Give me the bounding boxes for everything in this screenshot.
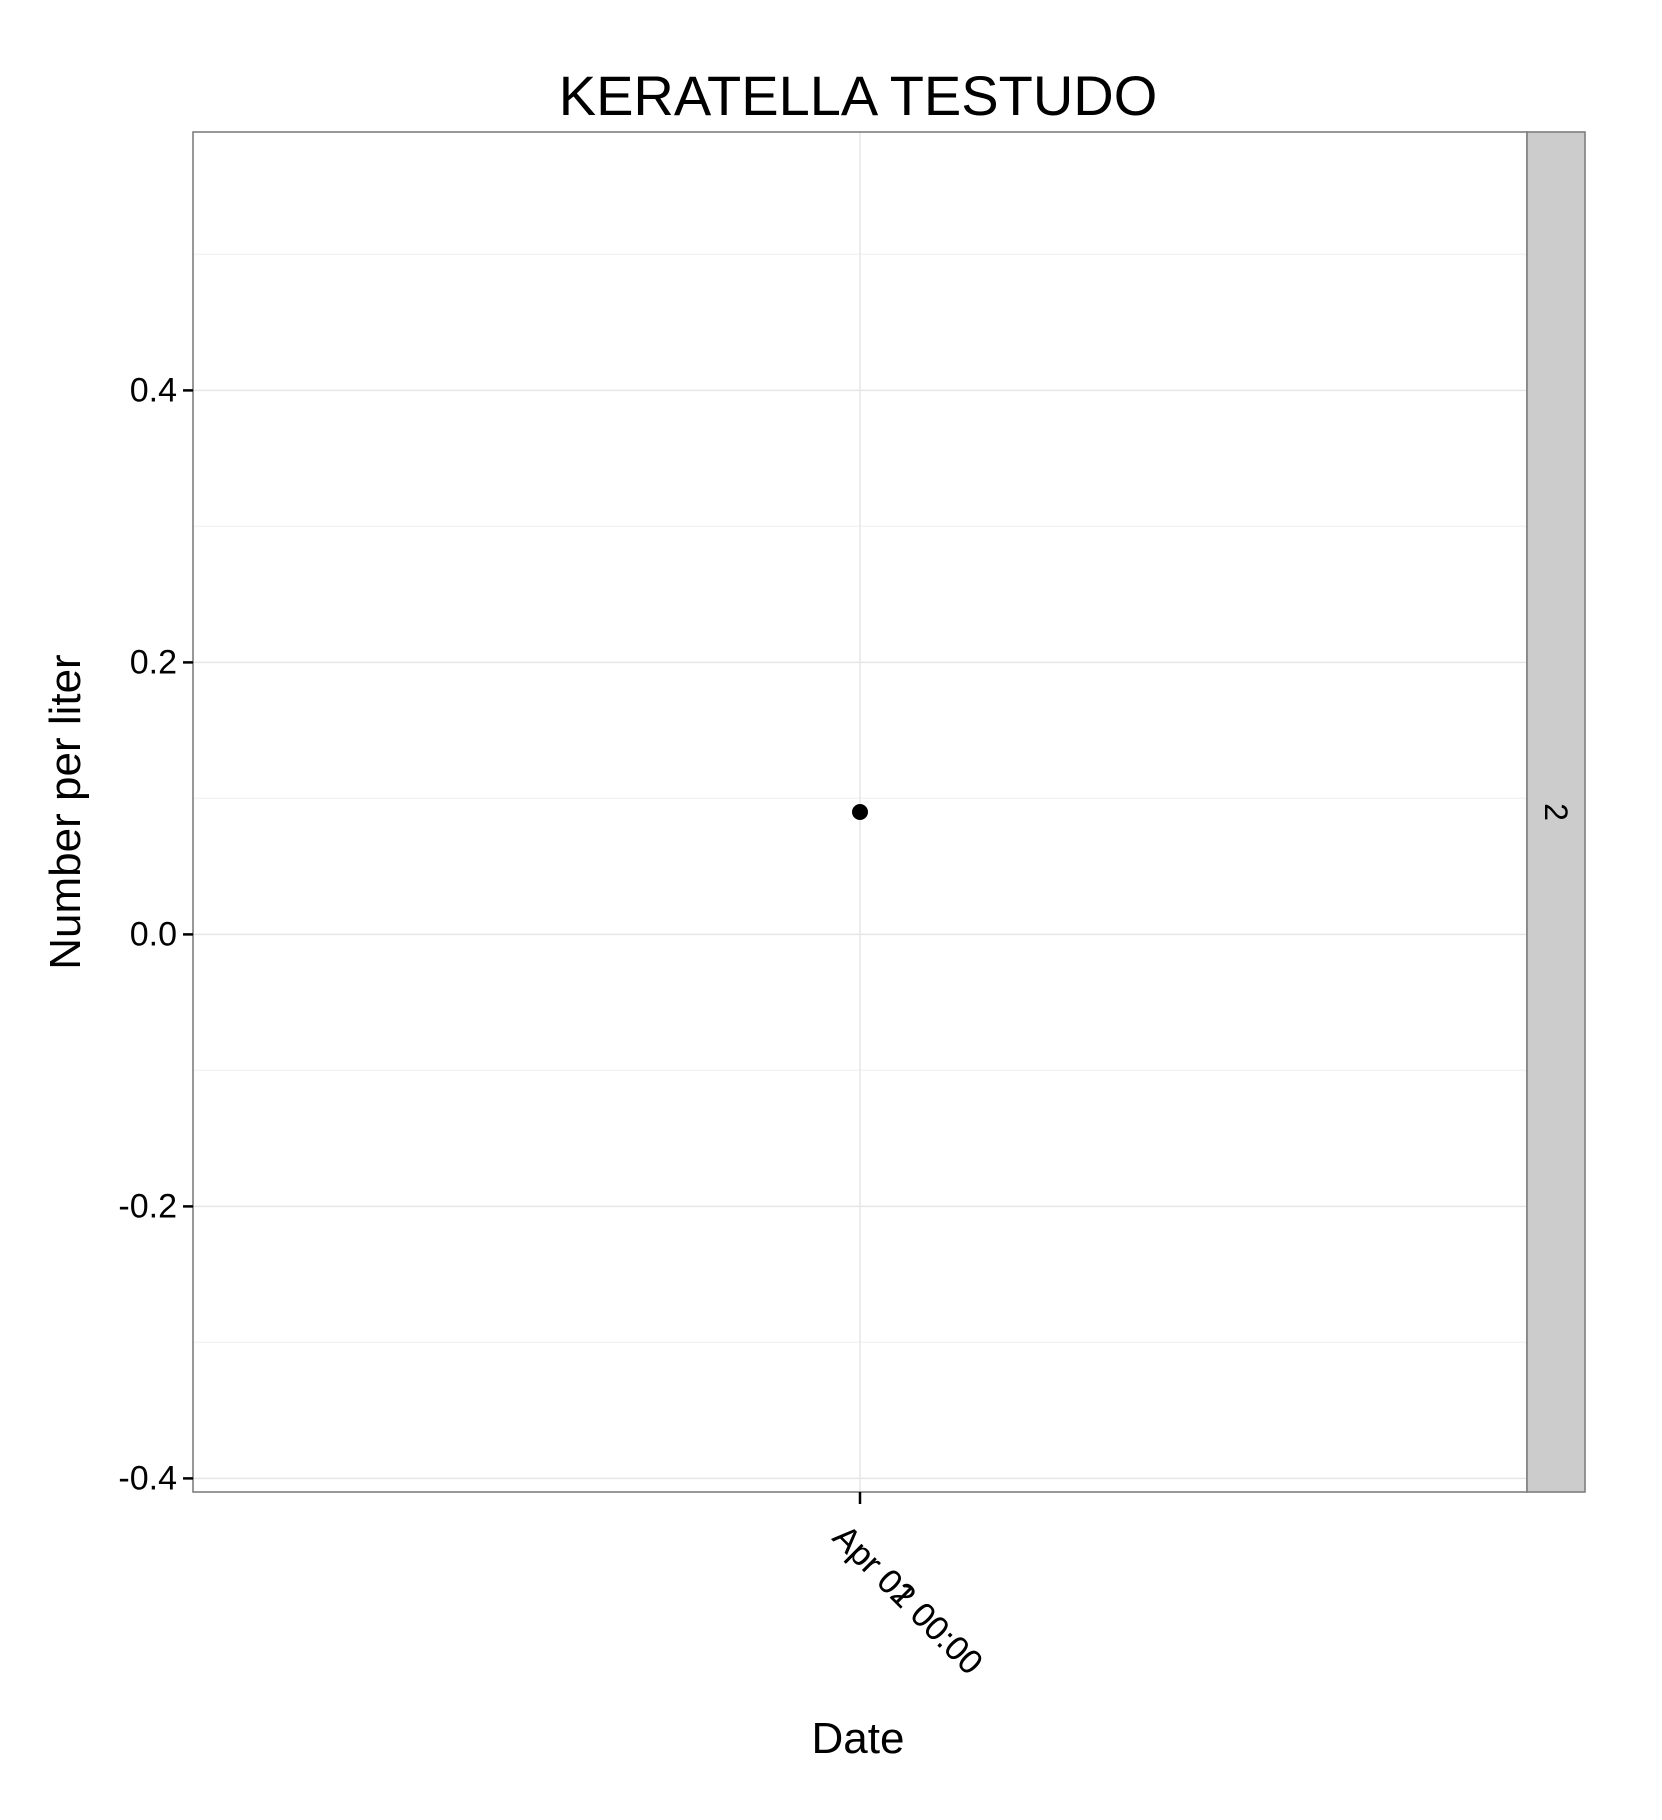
y-axis: -0.4 -0.2 0.0 0.2 0.4	[118, 371, 193, 1497]
data-points	[852, 804, 868, 820]
y-tick-label: -0.4	[118, 1459, 177, 1497]
y-tick-label: 0.2	[130, 643, 177, 681]
y-tick-label: 0.4	[130, 371, 177, 409]
x-tick-label: Apr 02 00:00	[825, 1518, 990, 1683]
data-point	[852, 804, 868, 820]
chart-title: KERATELLA TESTUDO	[559, 64, 1158, 127]
facet-strip-label: 2	[1538, 803, 1574, 821]
x-axis-title: Date	[812, 1714, 905, 1763]
y-tick-label: -0.2	[118, 1187, 177, 1225]
facet-strip	[1526, 131, 1586, 1493]
y-tick-label: 0.0	[130, 915, 177, 953]
y-axis-title: Number per liter	[41, 654, 90, 969]
